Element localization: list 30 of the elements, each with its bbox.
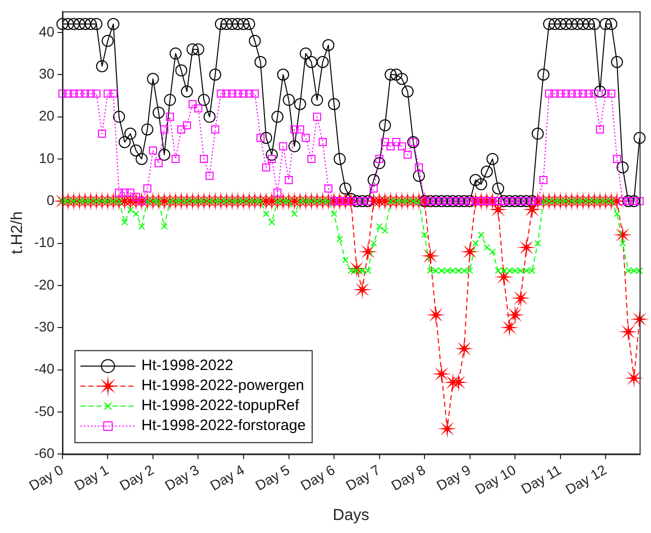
x-tick-label: Day 0 [26, 461, 66, 494]
legend-label: Ht-1998-2022-topupRef [141, 397, 300, 414]
x-tick-label: Day 7 [343, 461, 383, 494]
x-tick-label: Day 5 [252, 461, 292, 494]
y-tick-label: -30 [34, 318, 55, 334]
y-tick-label: 40 [38, 23, 55, 40]
y-tick-label: -10 [34, 234, 55, 250]
y-tick-label: -50 [34, 402, 55, 419]
y-tick-label: 0 [46, 192, 55, 208]
y-tick-label: 30 [38, 66, 55, 82]
legend-label: Ht-1998-2022 [141, 357, 234, 374]
x-tick-label: Day 3 [162, 461, 202, 494]
y-tick-label: -60 [34, 444, 55, 461]
legend-label: Ht-1998-2022-forstorage [141, 417, 306, 434]
y-tick-label: -40 [34, 360, 55, 377]
x-tick-label: Day 1 [71, 461, 112, 494]
x-tick-label: Day 11 [518, 461, 564, 497]
x-axis-title: Days [332, 506, 370, 524]
y-tick-label: -20 [34, 276, 55, 292]
x-tick-label: Day 9 [434, 461, 474, 494]
x-tick-label: Day 4 [207, 461, 248, 494]
x-tick-label: Day 6 [298, 461, 338, 494]
x-tick-label: Day 10 [472, 461, 519, 498]
x-tick-label: Day 8 [388, 461, 428, 494]
legend-label: Ht-1998-2022-powergen [141, 377, 304, 394]
y-tick-label: 10 [38, 150, 55, 166]
x-tick-label: Day 12 [562, 461, 610, 498]
x-tick-label: Day 2 [116, 461, 157, 494]
y-tick-label: 20 [38, 108, 55, 124]
y-axis-title: t.H2/h [9, 211, 26, 254]
